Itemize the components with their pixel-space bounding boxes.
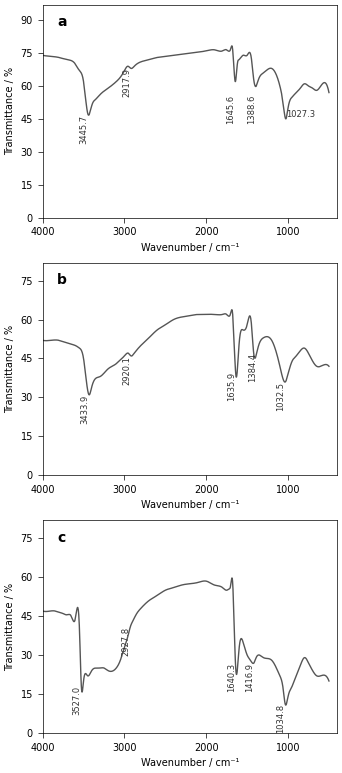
Y-axis label: Transmittance / %: Transmittance / % xyxy=(5,325,15,413)
Text: 1635.9: 1635.9 xyxy=(227,372,236,400)
Text: 1645.6: 1645.6 xyxy=(226,95,235,124)
Text: 1032.5: 1032.5 xyxy=(276,382,285,410)
Text: 2917.9: 2917.9 xyxy=(122,69,131,97)
Text: 1034.8: 1034.8 xyxy=(276,704,285,734)
Text: 3527.0: 3527.0 xyxy=(72,686,81,715)
X-axis label: Wavenumber / cm⁻¹: Wavenumber / cm⁻¹ xyxy=(141,243,239,253)
Text: 3445.7: 3445.7 xyxy=(79,114,88,144)
Text: 1388.6: 1388.6 xyxy=(247,95,256,124)
Text: 1416.9: 1416.9 xyxy=(245,662,254,692)
Y-axis label: Transmittance / %: Transmittance / % xyxy=(5,583,15,671)
Text: 1384.4: 1384.4 xyxy=(248,353,256,383)
Text: 1640.3: 1640.3 xyxy=(227,662,236,692)
Y-axis label: Transmittance / %: Transmittance / % xyxy=(5,67,15,155)
Text: 2927.8: 2927.8 xyxy=(121,627,130,656)
X-axis label: Wavenumber / cm⁻¹: Wavenumber / cm⁻¹ xyxy=(141,758,239,768)
Text: c: c xyxy=(57,531,66,545)
X-axis label: Wavenumber / cm⁻¹: Wavenumber / cm⁻¹ xyxy=(141,500,239,510)
Text: b: b xyxy=(57,273,67,287)
Text: a: a xyxy=(57,15,67,29)
Text: 2920.1: 2920.1 xyxy=(122,356,131,385)
Text: 3433.9: 3433.9 xyxy=(80,395,89,424)
Text: 1027.3: 1027.3 xyxy=(286,110,315,119)
